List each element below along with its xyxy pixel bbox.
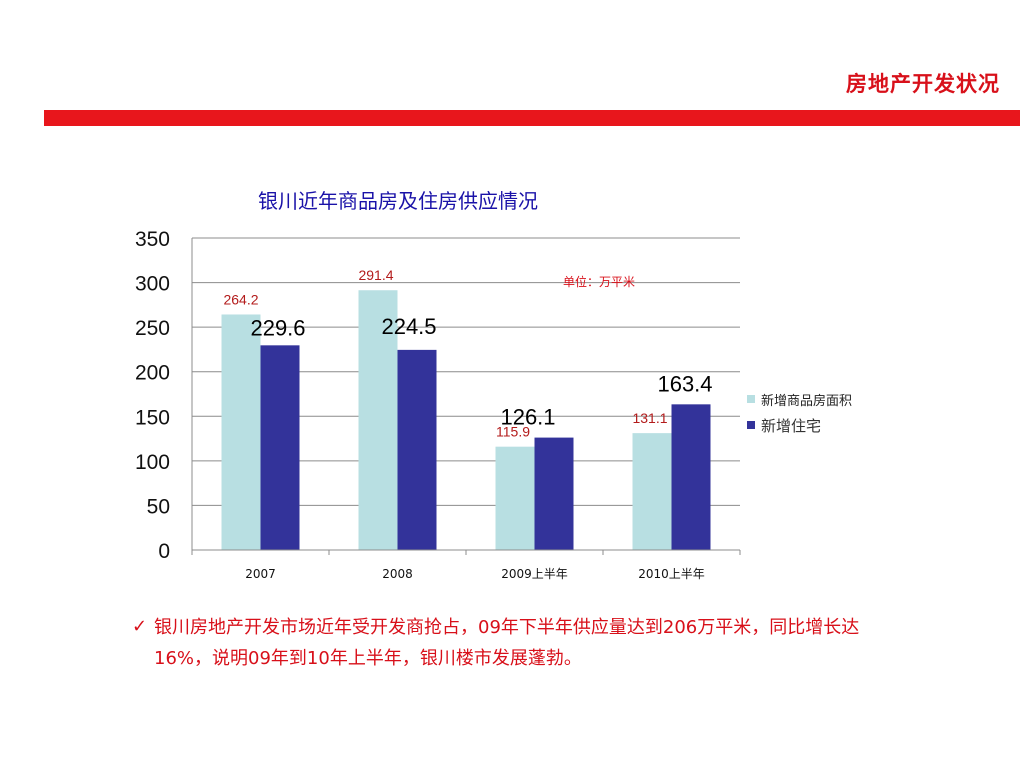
legend-swatch-series-1: [747, 395, 755, 403]
page-title: 房地产开发状况: [846, 72, 1000, 96]
x-tick-label: 2010上半年: [638, 567, 705, 581]
y-tick-label: 0: [158, 540, 170, 563]
x-tick-label: 2009上半年: [501, 567, 568, 581]
conclusion-text: 银川房地产开发市场近年受开发商抢占，09年下半年供应量达到206万平米，同比增长…: [154, 617, 860, 669]
data-label-series-1: 291.4: [358, 267, 393, 283]
x-tick-label: 2008: [382, 567, 413, 581]
y-tick-label: 300: [135, 273, 170, 296]
y-tick-label: 50: [147, 495, 170, 518]
legend-item-series-2: 新增住宅: [747, 412, 852, 438]
checkmark-icon: ✓: [132, 616, 148, 637]
data-label-series-1: 264.2: [223, 291, 258, 307]
y-tick-label: 100: [135, 451, 170, 474]
bar-1: [221, 314, 261, 550]
data-label-series-2: 224.5: [381, 314, 436, 339]
header-red-band: [44, 110, 1020, 126]
unit-note: 单位：万平米: [563, 275, 636, 289]
data-label-series-2: 163.4: [657, 371, 712, 396]
bar-2: [534, 437, 574, 550]
legend-label-series-1: 新增商品房面积: [761, 393, 853, 409]
data-label-series-1: 131.1: [632, 410, 667, 426]
bar-2: [397, 349, 437, 550]
legend-item-series-1: 新增商品房面积: [747, 386, 852, 412]
legend-label-series-2: 新增住宅: [761, 416, 822, 435]
x-tick-label: 2007: [245, 567, 276, 581]
bar-2: [671, 404, 711, 550]
chart-legend: 新增商品房面积 新增住宅: [747, 386, 852, 438]
y-tick-label: 250: [135, 317, 170, 340]
data-label-series-1: 115.9: [496, 424, 530, 440]
data-label-series-2: 229.6: [250, 315, 305, 340]
bar-1: [358, 290, 398, 550]
legend-swatch-series-2: [747, 421, 755, 429]
conclusion-bullet: ✓ 银川房地产开发市场近年受开发商抢占，09年下半年供应量达到206万平米，同比…: [132, 612, 892, 674]
y-tick-label: 150: [135, 406, 170, 429]
chart-title: 银川近年商品房及住房供应情况: [258, 189, 538, 213]
y-tick-label: 200: [135, 362, 170, 385]
bar-1: [632, 433, 672, 550]
bar-1: [495, 446, 535, 550]
bar-2: [260, 345, 300, 550]
data-label-series-2: 126.1: [500, 405, 555, 430]
y-tick-label: 350: [135, 228, 170, 251]
